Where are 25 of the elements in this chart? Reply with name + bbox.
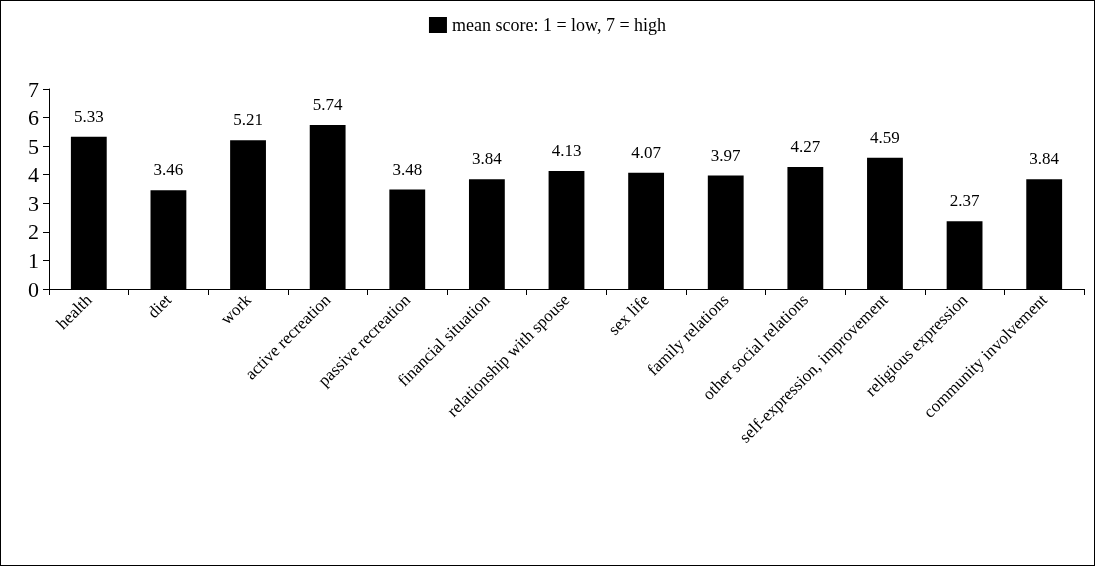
data-label: 5.33: [73, 106, 104, 126]
data-label: 2.37: [949, 191, 980, 211]
data-label: 5.74: [312, 95, 344, 114]
x-tick-label: work: [216, 289, 256, 329]
y-tick-label: 4: [28, 162, 39, 188]
data-label: 4.07: [631, 142, 662, 162]
data-label: 3.84: [1029, 149, 1060, 169]
y-tick-label: 6: [28, 105, 39, 131]
y-tick-label: 7: [28, 76, 39, 102]
data-label: 3.97: [710, 145, 742, 165]
y-tick-label: 3: [28, 190, 39, 216]
data-label: 3.84: [472, 149, 503, 169]
x-tick-label: sex life: [604, 290, 653, 339]
y-tick-label: 2: [28, 219, 39, 245]
data-label: 3.46: [153, 160, 184, 180]
data-label: 5.21: [233, 110, 263, 130]
data-label: 3.48: [392, 159, 423, 179]
data-label: 4.27: [790, 137, 821, 156]
y-tick-label: 1: [28, 247, 39, 273]
y-tick-label: 5: [28, 133, 39, 159]
data-label: 4.59: [870, 127, 900, 147]
data-label: 4.13: [551, 141, 582, 160]
x-tick-label: diet: [143, 290, 176, 322]
y-tick-label: 0: [28, 276, 39, 302]
legend-label: mean score: 1 = low, 7 = high: [451, 15, 667, 35]
